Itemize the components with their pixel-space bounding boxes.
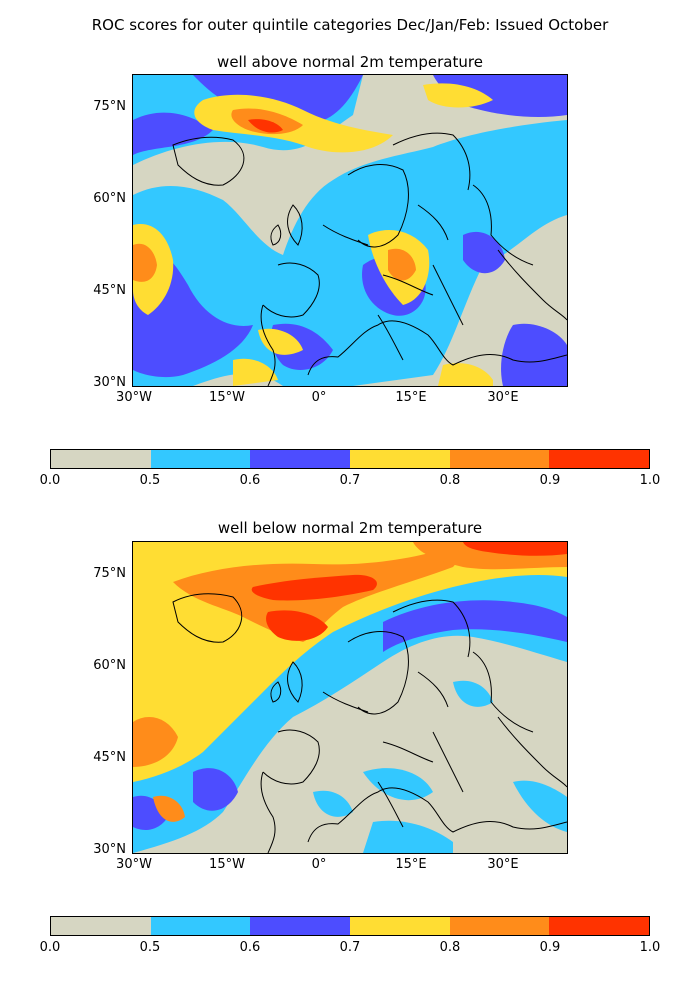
- lon-label-15w: 15°W: [209, 857, 245, 872]
- lon-label-30e: 30°E: [487, 857, 519, 872]
- colorbar-segment: [250, 450, 351, 468]
- colorbar-label: 0.9: [539, 473, 561, 488]
- lat-label-45n: 45°N: [93, 283, 126, 298]
- colorbar-label: 0.6: [239, 473, 261, 488]
- colorbar-segment: [449, 917, 550, 935]
- colorbar-label: 0.5: [139, 473, 161, 488]
- panel-title-above-normal: well above normal 2m temperature: [217, 53, 483, 71]
- colorbar-segment: [250, 917, 351, 935]
- colorbar-segment: [51, 917, 151, 935]
- colorbar-segment: [350, 917, 450, 935]
- lon-label-0: 0°: [311, 390, 327, 405]
- roc-map-below-normal: [132, 541, 568, 854]
- colorbar-label: 0.0: [39, 940, 61, 955]
- colorbar-below-normal: [50, 916, 650, 936]
- colorbar-segment: [150, 917, 251, 935]
- colorbar-label: 0.7: [339, 940, 361, 955]
- lat-label-75n: 75°N: [93, 566, 126, 581]
- lat-label-30n: 30°N: [93, 842, 126, 857]
- lon-label-30w: 30°W: [116, 857, 152, 872]
- lon-label-15w: 15°W: [209, 390, 245, 405]
- colorbar-label: 0.7: [339, 473, 361, 488]
- colorbar-label: 0.8: [439, 473, 461, 488]
- colorbar-label: 0.6: [239, 940, 261, 955]
- colorbar-segment: [449, 450, 550, 468]
- colorbar-segment: [350, 450, 450, 468]
- colorbar-segment: [51, 450, 151, 468]
- colorbar-segment: [549, 917, 650, 935]
- colorbar-label: 1.0: [639, 940, 661, 955]
- lat-label-60n: 60°N: [93, 658, 126, 673]
- colorbar-label: 0.9: [539, 940, 561, 955]
- figure-title: ROC scores for outer quintile categories…: [91, 16, 609, 34]
- lat-label-60n: 60°N: [93, 191, 126, 206]
- colorbar-segment: [549, 450, 650, 468]
- colorbar-label: 0.5: [139, 940, 161, 955]
- lat-label-30n: 30°N: [93, 375, 126, 390]
- lon-label-15e: 15°E: [395, 390, 427, 405]
- colorbar-label: 1.0: [639, 473, 661, 488]
- colorbar-label: 0.0: [39, 473, 61, 488]
- lon-label-15e: 15°E: [395, 857, 427, 872]
- colorbar-label: 0.8: [439, 940, 461, 955]
- lon-label-0: 0°: [311, 857, 327, 872]
- lat-label-45n: 45°N: [93, 750, 126, 765]
- colorbar-segment: [150, 450, 251, 468]
- lon-label-30e: 30°E: [487, 390, 519, 405]
- lat-label-75n: 75°N: [93, 99, 126, 114]
- panel-title-below-normal: well below normal 2m temperature: [217, 519, 483, 537]
- roc-map-above-normal: [132, 74, 568, 387]
- lon-label-30w: 30°W: [116, 390, 152, 405]
- colorbar-above-normal: [50, 449, 650, 469]
